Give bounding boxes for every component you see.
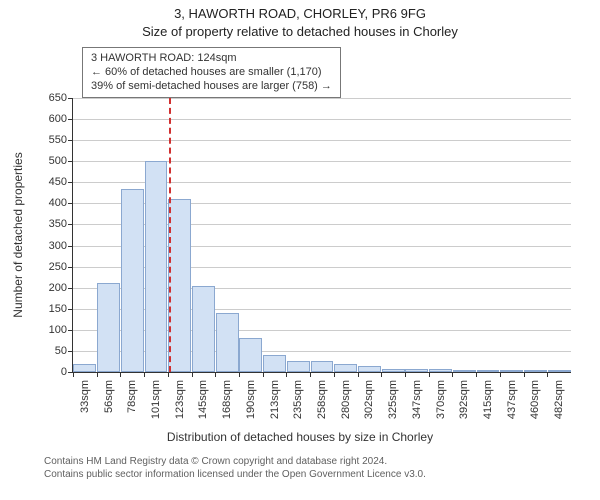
ytick-label: 450 — [49, 176, 73, 188]
histogram-bar — [311, 361, 334, 372]
xtick-label: 415sqm — [482, 380, 494, 419]
xtick-label: 302sqm — [363, 380, 375, 419]
ytick-label: 600 — [49, 113, 73, 125]
xtick-mark — [97, 372, 98, 377]
xtick-label: 56sqm — [103, 380, 115, 413]
histogram-bar — [382, 369, 405, 372]
footer-line: Contains public sector information licen… — [44, 468, 426, 481]
histogram-bar — [358, 366, 381, 372]
histogram-bar — [121, 189, 144, 372]
histogram-bar — [239, 338, 262, 372]
ytick-label: 0 — [61, 366, 73, 378]
xtick-mark — [524, 372, 525, 377]
xtick-label: 280sqm — [340, 380, 352, 419]
ytick-label: 400 — [49, 197, 73, 209]
histogram-bar — [287, 361, 310, 372]
xtick-label: 33sqm — [79, 380, 91, 413]
annotation-line: ← 60% of detached houses are smaller (1,… — [91, 66, 332, 80]
ytick-label: 250 — [49, 261, 73, 273]
gridline — [73, 140, 571, 141]
xtick-label: 258sqm — [316, 380, 328, 419]
xtick-label: 168sqm — [221, 380, 233, 419]
xtick-mark — [310, 372, 311, 377]
histogram-bar — [524, 370, 547, 372]
xtick-mark — [73, 372, 74, 377]
xtick-label: 482sqm — [553, 380, 565, 419]
xtick-label: 78sqm — [126, 380, 138, 413]
ytick-label: 100 — [49, 324, 73, 336]
xtick-label: 213sqm — [269, 380, 281, 419]
ytick-label: 150 — [49, 303, 73, 315]
xtick-mark — [144, 372, 145, 377]
xtick-mark — [192, 372, 193, 377]
xtick-mark — [239, 372, 240, 377]
xtick-label: 190sqm — [245, 380, 257, 419]
histogram-bar — [192, 286, 215, 372]
xtick-label: 370sqm — [435, 380, 447, 419]
histogram-bar — [97, 283, 120, 372]
xtick-mark — [547, 372, 548, 377]
ytick-label: 500 — [49, 155, 73, 167]
histogram-bar — [216, 313, 239, 372]
reference-line — [169, 98, 171, 372]
yaxis-title: Number of detached properties — [11, 152, 25, 317]
ytick-label: 50 — [55, 345, 73, 357]
ytick-label: 200 — [49, 282, 73, 294]
histogram-bar — [405, 369, 428, 372]
xtick-mark — [263, 372, 264, 377]
xtick-mark — [429, 372, 430, 377]
footer-line: Contains HM Land Registry data © Crown c… — [44, 455, 426, 468]
xtick-mark — [168, 372, 169, 377]
annotation-line: 39% of semi-detached houses are larger (… — [91, 80, 332, 94]
xtick-mark — [452, 372, 453, 377]
xtick-mark — [358, 372, 359, 377]
xtick-label: 325sqm — [387, 380, 399, 419]
xtick-mark — [215, 372, 216, 377]
footer-credits: Contains HM Land Registry data © Crown c… — [44, 455, 426, 481]
xtick-mark — [334, 372, 335, 377]
xtick-mark — [120, 372, 121, 377]
ytick-label: 550 — [49, 134, 73, 146]
histogram-bar — [73, 364, 96, 372]
xtick-mark — [381, 372, 382, 377]
gridline — [73, 119, 571, 120]
xtick-label: 460sqm — [529, 380, 541, 419]
ytick-label: 300 — [49, 240, 73, 252]
gridline — [73, 98, 571, 99]
xtick-label: 235sqm — [292, 380, 304, 419]
chart-annotation-box: 3 HAWORTH ROAD: 124sqm ← 60% of detached… — [82, 47, 341, 98]
xtick-label: 347sqm — [411, 380, 423, 419]
xtick-label: 392sqm — [458, 380, 470, 419]
xtick-mark — [500, 372, 501, 377]
xtick-mark — [405, 372, 406, 377]
xtick-label: 437sqm — [506, 380, 518, 419]
annotation-line: 3 HAWORTH ROAD: 124sqm — [91, 52, 332, 66]
histogram-bar — [548, 370, 571, 372]
ytick-label: 650 — [49, 92, 73, 104]
histogram-bar — [429, 369, 452, 372]
xtick-label: 101sqm — [150, 380, 162, 419]
histogram-bar — [453, 370, 476, 372]
histogram-bar — [168, 199, 191, 372]
xaxis-title: Distribution of detached houses by size … — [0, 430, 600, 444]
ytick-label: 350 — [49, 218, 73, 230]
xtick-mark — [286, 372, 287, 377]
histogram-plot: 0501001502002503003504004505005506006503… — [72, 98, 571, 373]
histogram-bar — [263, 355, 286, 372]
histogram-bar — [145, 161, 168, 372]
xtick-label: 123sqm — [174, 380, 186, 419]
histogram-bar — [500, 370, 523, 372]
histogram-bar — [477, 370, 500, 372]
page-subtitle: Size of property relative to detached ho… — [0, 24, 600, 39]
page-title: 3, HAWORTH ROAD, CHORLEY, PR6 9FG — [0, 6, 600, 21]
xtick-label: 145sqm — [197, 380, 209, 419]
xtick-mark — [476, 372, 477, 377]
histogram-bar — [334, 364, 357, 372]
